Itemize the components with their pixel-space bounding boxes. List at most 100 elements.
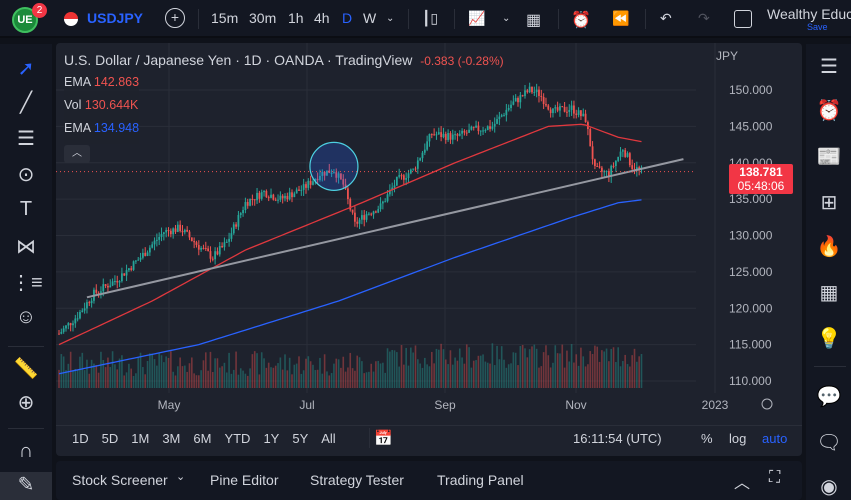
volume-bar: [216, 358, 219, 388]
range-5y[interactable]: 5Y: [292, 431, 309, 446]
volume-bar: [204, 352, 207, 388]
candle-body: [526, 90, 529, 93]
trendline-icon[interactable]: ╱: [19, 92, 33, 114]
range-1m[interactable]: 1M: [131, 431, 150, 446]
chevron-down-icon[interactable]: ⌄: [176, 471, 186, 483]
hotlist-fire-icon[interactable]: 🔥: [816, 236, 842, 258]
candle-body: [132, 261, 135, 270]
alarm-clock-icon[interactable]: ⏰: [816, 100, 842, 122]
tab-strategy-tester[interactable]: Strategy Tester: [310, 472, 404, 488]
candle-body: [507, 108, 510, 110]
interval-4h[interactable]: 4h: [314, 10, 330, 26]
messages-icon[interactable]: 🗨: [816, 432, 842, 454]
volume-bar: [584, 366, 587, 388]
candle-body: [552, 108, 554, 114]
zoom-in-icon[interactable]: ⊕: [17, 392, 35, 414]
fib-icon[interactable]: ☰: [17, 128, 35, 150]
chats-icon[interactable]: 💬: [816, 386, 842, 408]
magnet-icon[interactable]: ∩: [18, 440, 34, 462]
trendline: [86, 158, 684, 299]
volume-bar: [382, 362, 384, 388]
utc-clock[interactable]: 16:11:54 (UTC): [573, 431, 662, 446]
candle-body: [153, 240, 156, 245]
tab-trading-panel[interactable]: Trading Panel: [437, 472, 524, 488]
brush-icon[interactable]: ⊙: [17, 164, 35, 186]
account-name[interactable]: Wealthy Educ: [767, 6, 851, 22]
emoji-icon[interactable]: ☺: [15, 306, 37, 328]
add-list-icon[interactable]: ⊞: [820, 192, 838, 214]
interval-1h[interactable]: 1h: [288, 10, 304, 26]
news-icon[interactable]: 📰: [816, 146, 842, 168]
add-symbol-button[interactable]: +: [165, 8, 185, 28]
volume-bar: [291, 374, 293, 388]
range-1y[interactable]: 1Y: [263, 431, 280, 446]
indicators-icon[interactable]: 📈: [468, 10, 486, 26]
range-1d[interactable]: 1D: [72, 431, 89, 446]
volume-bar: [100, 351, 102, 388]
candles-icon[interactable]: ┃▯: [422, 10, 439, 26]
range-3m[interactable]: 3M: [162, 431, 181, 446]
candle-body: [470, 126, 473, 130]
candle-body: [458, 133, 461, 136]
range-6m[interactable]: 6M: [193, 431, 212, 446]
redo-icon[interactable]: ↷: [698, 10, 710, 26]
range-5d[interactable]: 5D: [101, 431, 119, 446]
undo-icon[interactable]: ↶: [660, 10, 672, 26]
cursor-icon[interactable]: ➚: [17, 58, 35, 80]
streams-icon[interactable]: ◉: [820, 476, 838, 498]
volume-bar: [146, 360, 149, 388]
text-icon[interactable]: T: [19, 198, 33, 220]
range-ytd[interactable]: YTD: [224, 431, 251, 446]
volume-bar: [540, 366, 543, 388]
chart-pane[interactable]: 150.000 145.000 140.000 135.000 130.000 125.0…: [56, 43, 802, 456]
candle-body: [621, 150, 624, 152]
volume-bar: [337, 359, 340, 388]
tab-stock-screener[interactable]: Stock Screener: [72, 472, 168, 488]
date-range-icon[interactable]: 📅: [374, 430, 393, 447]
candle-body: [281, 195, 284, 199]
auto-toggle[interactable]: auto: [762, 431, 788, 446]
chevron-down-icon[interactable]: ⌄: [386, 13, 395, 24]
candle-body: [204, 248, 207, 250]
volume-bar: [170, 351, 172, 388]
candle-body: [584, 113, 587, 123]
eraser-icon[interactable]: ✎: [0, 472, 52, 500]
candle-body: [239, 213, 242, 216]
ideas-bulb-icon[interactable]: 💡: [816, 328, 842, 350]
interval-30m[interactable]: 30m: [249, 10, 277, 26]
layout-grid-icon[interactable]: ▦: [526, 12, 542, 29]
symbol-search[interactable]: USDJPY: [87, 10, 144, 26]
volume-bar: [60, 354, 63, 388]
volume-bar: [198, 375, 200, 388]
chevron-down-icon[interactable]: ⌄: [502, 13, 511, 24]
currency-select[interactable]: JPY: [716, 49, 739, 63]
expand-panel-icon[interactable]: ︿: [734, 475, 751, 492]
ema-fast-value: 142.863: [93, 75, 140, 89]
percent-toggle[interactable]: %: [701, 431, 713, 446]
log-toggle[interactable]: log: [729, 431, 747, 446]
tab-pine-editor[interactable]: Pine Editor: [210, 472, 279, 488]
interval-15m[interactable]: 15m: [211, 10, 239, 26]
fullscreen-checkbox-icon[interactable]: [734, 10, 752, 28]
prediction-icon[interactable]: ⋮≡: [11, 272, 43, 294]
save-button[interactable]: Save: [807, 22, 828, 32]
watchlist-icon[interactable]: ☰: [820, 56, 838, 78]
replay-icon[interactable]: ⏪: [612, 10, 630, 26]
candle-body: [291, 192, 293, 198]
interval-w[interactable]: W: [363, 10, 377, 26]
candle-body: [594, 159, 596, 166]
alert-clock-icon[interactable]: ⏰: [571, 12, 591, 29]
volume-bar: [435, 348, 438, 388]
candle-body: [258, 192, 261, 199]
candle-body: [293, 193, 296, 198]
volume-bar: [293, 364, 296, 388]
candle-body: [141, 252, 144, 258]
price-chart[interactable]: 150.000145.000140.000135.000130.000125.0…: [56, 43, 802, 456]
pattern-icon[interactable]: ⋈: [16, 236, 36, 258]
calendar-icon[interactable]: ▦: [819, 282, 839, 304]
range-all[interactable]: All: [321, 431, 336, 446]
collapse-legend-button[interactable]: ︿: [64, 145, 90, 163]
ruler-icon[interactable]: 📏: [13, 358, 39, 380]
interval-d[interactable]: D: [342, 10, 353, 26]
maximize-icon[interactable]: ⛶: [769, 469, 781, 486]
